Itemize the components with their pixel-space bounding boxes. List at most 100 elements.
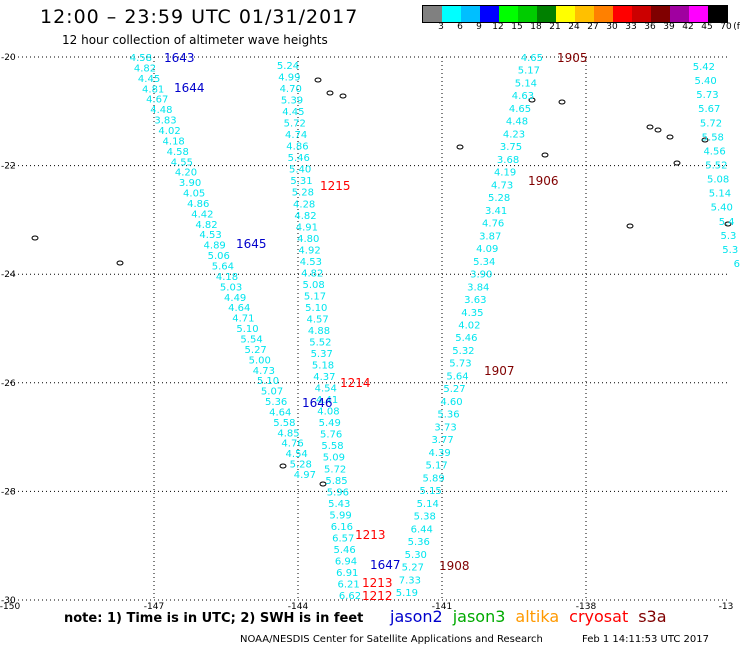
swh-value: 4.37 — [313, 372, 335, 383]
swh-value: 5.27 — [245, 345, 267, 356]
longitude-label: -150 — [0, 602, 20, 612]
swh-value: 4.18 — [216, 272, 238, 283]
swh-value: 6.21 — [338, 579, 360, 590]
swh-value: 5.72 — [324, 464, 346, 475]
swh-value: 4.05 — [183, 189, 205, 200]
swh-value: 5.07 — [261, 387, 283, 398]
page-subtitle: 12 hour collection of altimeter wave hei… — [62, 33, 328, 47]
color-swatch — [499, 6, 518, 22]
swh-value: 4.19 — [494, 168, 516, 179]
swh-value: 4.71 — [232, 314, 254, 325]
latitude-label: -28 — [1, 487, 16, 497]
satellite-legend: jason2 jason3 altika cryosat s3a — [390, 607, 677, 626]
swh-value: 5.64 — [212, 262, 234, 273]
swh-value: 4.54 — [286, 449, 308, 460]
swh-value: 5.00 — [249, 355, 271, 366]
swh-value: 5.15 — [420, 486, 442, 497]
swh-value: 5.08 — [707, 175, 729, 186]
color-scale-unit: (ft) — [733, 22, 740, 32]
color-swatch — [442, 6, 461, 22]
color-swatch — [537, 6, 556, 22]
swh-value: 5.40 — [695, 76, 717, 87]
latitude-label: -30 — [1, 596, 16, 606]
island — [673, 160, 681, 166]
swh-value: 6.91 — [336, 568, 358, 579]
color-scale-bar — [422, 5, 728, 23]
swh-value: 5.76 — [320, 430, 342, 441]
track-label: 1907 — [484, 364, 515, 378]
swh-value: 4.74 — [285, 130, 307, 141]
swh-value: 5.73 — [449, 359, 471, 370]
color-scale-tick: 27 — [587, 22, 599, 32]
color-swatch — [670, 6, 689, 22]
track-label: 1645 — [236, 237, 267, 251]
swh-value: 5.73 — [696, 90, 718, 101]
swh-value: 5.09 — [323, 453, 345, 464]
color-swatch — [575, 6, 594, 22]
swh-value: 3.73 — [434, 422, 456, 433]
color-swatch — [556, 6, 575, 22]
swh-value: 4.54 — [315, 384, 337, 395]
swh-value: 4.09 — [476, 244, 498, 255]
island — [626, 223, 634, 229]
track-label: 1644 — [174, 81, 205, 95]
swh-value: 5.40 — [711, 203, 733, 214]
swh-value: 4.91 — [296, 222, 318, 233]
swh-value: 4.48 — [506, 117, 528, 128]
swh-value: 5.17 — [518, 66, 540, 77]
swh-value: 3.63 — [464, 295, 486, 306]
swh-value: 5.89 — [423, 473, 445, 484]
swh-value: 4.39 — [428, 448, 450, 459]
track-label: 1212 — [362, 589, 393, 603]
island — [456, 144, 464, 150]
swh-value: 5.38 — [414, 512, 436, 523]
swh-value: 6.44 — [411, 524, 433, 535]
swh-value: 5.58 — [702, 132, 724, 143]
island — [666, 134, 674, 140]
swh-value: 4.73 — [491, 180, 513, 191]
swh-value: 5.28 — [292, 188, 314, 199]
swh-value: 5.67 — [698, 104, 720, 115]
color-scale-tick: 70 — [720, 22, 732, 32]
swh-value: 5.30 — [405, 550, 427, 561]
swh-value: 4.65 — [521, 53, 543, 64]
swh-value: 4.02 — [158, 126, 180, 137]
swh-value: 4.02 — [458, 321, 480, 332]
color-swatch — [461, 6, 480, 22]
swh-value: 5.52 — [705, 161, 727, 172]
swh-value: 4.53 — [199, 230, 221, 241]
island — [279, 463, 287, 469]
swh-value: 4.86 — [187, 199, 209, 210]
swh-value: 4.35 — [461, 308, 483, 319]
swh-value: 5.49 — [319, 418, 341, 429]
swh-value: 5.46 — [455, 333, 477, 344]
color-scale-tick: 18 — [530, 22, 542, 32]
satellite-legend-item: jason3 — [452, 607, 506, 626]
latitude-label: -26 — [1, 379, 16, 389]
color-scale-tick: 36 — [644, 22, 656, 32]
track-label: 1643 — [164, 51, 195, 65]
swh-value: 5.14 — [417, 499, 439, 510]
swh-value: 5.08 — [302, 280, 324, 291]
swh-value: 5.72 — [284, 119, 306, 130]
swh-value: 6.57 — [332, 533, 354, 544]
swh-value: 4.99 — [278, 73, 300, 84]
swh-value: 5.14 — [709, 189, 731, 200]
swh-value: 3.83 — [154, 116, 176, 127]
swh-value: 5.58 — [321, 441, 343, 452]
track-label: 1908 — [439, 559, 470, 573]
longitude-label: -13 — [719, 602, 734, 612]
island — [701, 137, 709, 143]
swh-value: 5.54 — [240, 334, 262, 345]
track-label: 1214 — [340, 376, 371, 390]
latitude-label: -22 — [1, 162, 16, 172]
color-scale-tick: 21 — [549, 22, 561, 32]
island — [541, 152, 549, 158]
track-label: 1906 — [528, 174, 559, 188]
swh-value: 5.52 — [309, 338, 331, 349]
swh-value: 5.37 — [311, 349, 333, 360]
swh-value: 4.28 — [293, 199, 315, 210]
swh-value: 5.31 — [290, 176, 312, 187]
swh-value: 5.43 — [328, 499, 350, 510]
satellite-legend-item: jason2 — [390, 607, 443, 626]
